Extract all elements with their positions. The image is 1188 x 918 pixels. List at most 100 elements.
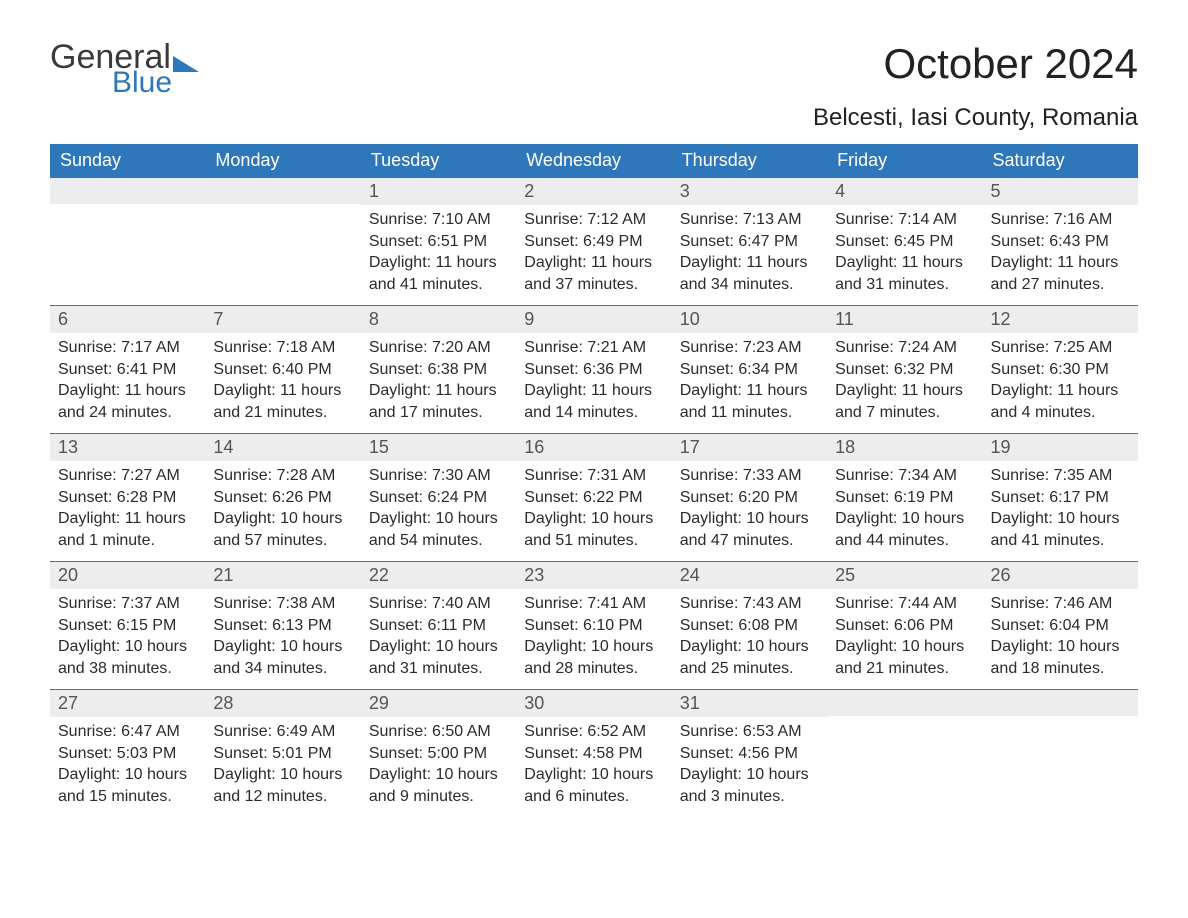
- sunset-line: Sunset: 6:51 PM: [369, 231, 508, 253]
- day-body: Sunrise: 7:41 AMSunset: 6:10 PMDaylight:…: [516, 589, 671, 687]
- weekday-header: Thursday: [672, 144, 827, 178]
- sunset-line: Sunset: 6:20 PM: [680, 487, 819, 509]
- daylight-line: Daylight: 11 hours and 21 minutes.: [213, 380, 352, 423]
- calendar-week-row: 27Sunrise: 6:47 AMSunset: 5:03 PMDayligh…: [50, 690, 1138, 818]
- calendar-cell: 4Sunrise: 7:14 AMSunset: 6:45 PMDaylight…: [827, 178, 982, 306]
- sunset-line: Sunset: 6:49 PM: [524, 231, 663, 253]
- sunrise-line: Sunrise: 7:12 AM: [524, 209, 663, 231]
- sunrise-line: Sunrise: 6:52 AM: [524, 721, 663, 743]
- sunrise-line: Sunrise: 7:37 AM: [58, 593, 197, 615]
- sunrise-line: Sunrise: 7:30 AM: [369, 465, 508, 487]
- brand-logo: General Blue: [50, 40, 199, 98]
- day-body: Sunrise: 7:34 AMSunset: 6:19 PMDaylight:…: [827, 461, 982, 559]
- day-number: 26: [983, 562, 1138, 589]
- calendar-cell: 8Sunrise: 7:20 AMSunset: 6:38 PMDaylight…: [361, 306, 516, 434]
- sunrise-line: Sunrise: 7:27 AM: [58, 465, 197, 487]
- sunset-line: Sunset: 6:47 PM: [680, 231, 819, 253]
- day-number: 1: [361, 178, 516, 205]
- day-body: Sunrise: 7:31 AMSunset: 6:22 PMDaylight:…: [516, 461, 671, 559]
- sunrise-line: Sunrise: 7:35 AM: [991, 465, 1130, 487]
- sunset-line: Sunset: 6:32 PM: [835, 359, 974, 381]
- daylight-line: Daylight: 10 hours and 44 minutes.: [835, 508, 974, 551]
- day-body: [50, 204, 205, 216]
- calendar-cell: 7Sunrise: 7:18 AMSunset: 6:40 PMDaylight…: [205, 306, 360, 434]
- daylight-line: Daylight: 10 hours and 9 minutes.: [369, 764, 508, 807]
- calendar-cell: 13Sunrise: 7:27 AMSunset: 6:28 PMDayligh…: [50, 434, 205, 562]
- day-number: 8: [361, 306, 516, 333]
- sunrise-line: Sunrise: 6:53 AM: [680, 721, 819, 743]
- day-body: Sunrise: 7:27 AMSunset: 6:28 PMDaylight:…: [50, 461, 205, 559]
- sunset-line: Sunset: 6:15 PM: [58, 615, 197, 637]
- sunset-line: Sunset: 6:30 PM: [991, 359, 1130, 381]
- calendar-cell: 2Sunrise: 7:12 AMSunset: 6:49 PMDaylight…: [516, 178, 671, 306]
- daylight-line: Daylight: 11 hours and 27 minutes.: [991, 252, 1130, 295]
- sunrise-line: Sunrise: 6:50 AM: [369, 721, 508, 743]
- sunset-line: Sunset: 5:00 PM: [369, 743, 508, 765]
- daylight-line: Daylight: 11 hours and 4 minutes.: [991, 380, 1130, 423]
- daylight-line: Daylight: 11 hours and 34 minutes.: [680, 252, 819, 295]
- location-subtitle: Belcesti, Iasi County, Romania: [50, 104, 1138, 132]
- day-body: Sunrise: 6:50 AMSunset: 5:00 PMDaylight:…: [361, 717, 516, 815]
- calendar-cell: 16Sunrise: 7:31 AMSunset: 6:22 PMDayligh…: [516, 434, 671, 562]
- daylight-line: Daylight: 11 hours and 11 minutes.: [680, 380, 819, 423]
- sunset-line: Sunset: 6:13 PM: [213, 615, 352, 637]
- calendar-cell: 9Sunrise: 7:21 AMSunset: 6:36 PMDaylight…: [516, 306, 671, 434]
- weekday-header: Tuesday: [361, 144, 516, 178]
- day-body: Sunrise: 6:49 AMSunset: 5:01 PMDaylight:…: [205, 717, 360, 815]
- calendar-cell: [827, 690, 982, 818]
- calendar-cell: [205, 178, 360, 306]
- day-number: 16: [516, 434, 671, 461]
- calendar-cell: 14Sunrise: 7:28 AMSunset: 6:26 PMDayligh…: [205, 434, 360, 562]
- sunrise-line: Sunrise: 6:49 AM: [213, 721, 352, 743]
- sunset-line: Sunset: 5:03 PM: [58, 743, 197, 765]
- day-body: Sunrise: 7:21 AMSunset: 6:36 PMDaylight:…: [516, 333, 671, 431]
- day-number: 19: [983, 434, 1138, 461]
- day-number: 7: [205, 306, 360, 333]
- calendar-cell: [983, 690, 1138, 818]
- calendar-week-row: 1Sunrise: 7:10 AMSunset: 6:51 PMDaylight…: [50, 178, 1138, 306]
- sunset-line: Sunset: 6:10 PM: [524, 615, 663, 637]
- sunset-line: Sunset: 6:08 PM: [680, 615, 819, 637]
- sunset-line: Sunset: 6:41 PM: [58, 359, 197, 381]
- sunset-line: Sunset: 5:01 PM: [213, 743, 352, 765]
- calendar-cell: 17Sunrise: 7:33 AMSunset: 6:20 PMDayligh…: [672, 434, 827, 562]
- calendar-week-row: 20Sunrise: 7:37 AMSunset: 6:15 PMDayligh…: [50, 562, 1138, 690]
- calendar-cell: 20Sunrise: 7:37 AMSunset: 6:15 PMDayligh…: [50, 562, 205, 690]
- day-body: Sunrise: 7:38 AMSunset: 6:13 PMDaylight:…: [205, 589, 360, 687]
- day-body: Sunrise: 7:24 AMSunset: 6:32 PMDaylight:…: [827, 333, 982, 431]
- day-body: Sunrise: 7:13 AMSunset: 6:47 PMDaylight:…: [672, 205, 827, 303]
- day-number: [827, 690, 982, 716]
- sunrise-line: Sunrise: 7:17 AM: [58, 337, 197, 359]
- weekday-header: Saturday: [983, 144, 1138, 178]
- day-number: 30: [516, 690, 671, 717]
- day-number: [983, 690, 1138, 716]
- calendar-cell: [50, 178, 205, 306]
- sunrise-line: Sunrise: 7:28 AM: [213, 465, 352, 487]
- calendar-cell: 23Sunrise: 7:41 AMSunset: 6:10 PMDayligh…: [516, 562, 671, 690]
- daylight-line: Daylight: 10 hours and 3 minutes.: [680, 764, 819, 807]
- sunset-line: Sunset: 6:34 PM: [680, 359, 819, 381]
- day-body: Sunrise: 7:43 AMSunset: 6:08 PMDaylight:…: [672, 589, 827, 687]
- daylight-line: Daylight: 10 hours and 54 minutes.: [369, 508, 508, 551]
- day-body: Sunrise: 7:44 AMSunset: 6:06 PMDaylight:…: [827, 589, 982, 687]
- day-body: [827, 716, 982, 728]
- sunrise-line: Sunrise: 7:43 AM: [680, 593, 819, 615]
- sunrise-line: Sunrise: 7:16 AM: [991, 209, 1130, 231]
- day-body: Sunrise: 6:53 AMSunset: 4:56 PMDaylight:…: [672, 717, 827, 815]
- day-number: 13: [50, 434, 205, 461]
- daylight-line: Daylight: 10 hours and 47 minutes.: [680, 508, 819, 551]
- sunset-line: Sunset: 6:24 PM: [369, 487, 508, 509]
- day-body: Sunrise: 7:35 AMSunset: 6:17 PMDaylight:…: [983, 461, 1138, 559]
- day-number: 31: [672, 690, 827, 717]
- weekday-header: Friday: [827, 144, 982, 178]
- day-number: 11: [827, 306, 982, 333]
- sunrise-line: Sunrise: 7:21 AM: [524, 337, 663, 359]
- sunrise-line: Sunrise: 7:20 AM: [369, 337, 508, 359]
- day-number: 6: [50, 306, 205, 333]
- day-number: 2: [516, 178, 671, 205]
- day-number: 12: [983, 306, 1138, 333]
- sunset-line: Sunset: 6:40 PM: [213, 359, 352, 381]
- day-number: 3: [672, 178, 827, 205]
- page-title: October 2024: [883, 40, 1138, 88]
- day-body: Sunrise: 7:23 AMSunset: 6:34 PMDaylight:…: [672, 333, 827, 431]
